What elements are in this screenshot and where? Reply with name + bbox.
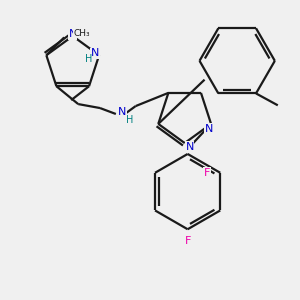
Text: F: F	[204, 168, 210, 178]
Text: N: N	[205, 124, 213, 134]
Text: N: N	[91, 48, 99, 58]
Text: F: F	[184, 236, 191, 246]
Text: N: N	[185, 142, 194, 152]
Text: H: H	[126, 115, 134, 125]
Text: H: H	[85, 54, 92, 64]
Text: N: N	[68, 29, 77, 39]
Text: N: N	[118, 107, 126, 117]
Text: CH₃: CH₃	[73, 29, 90, 38]
